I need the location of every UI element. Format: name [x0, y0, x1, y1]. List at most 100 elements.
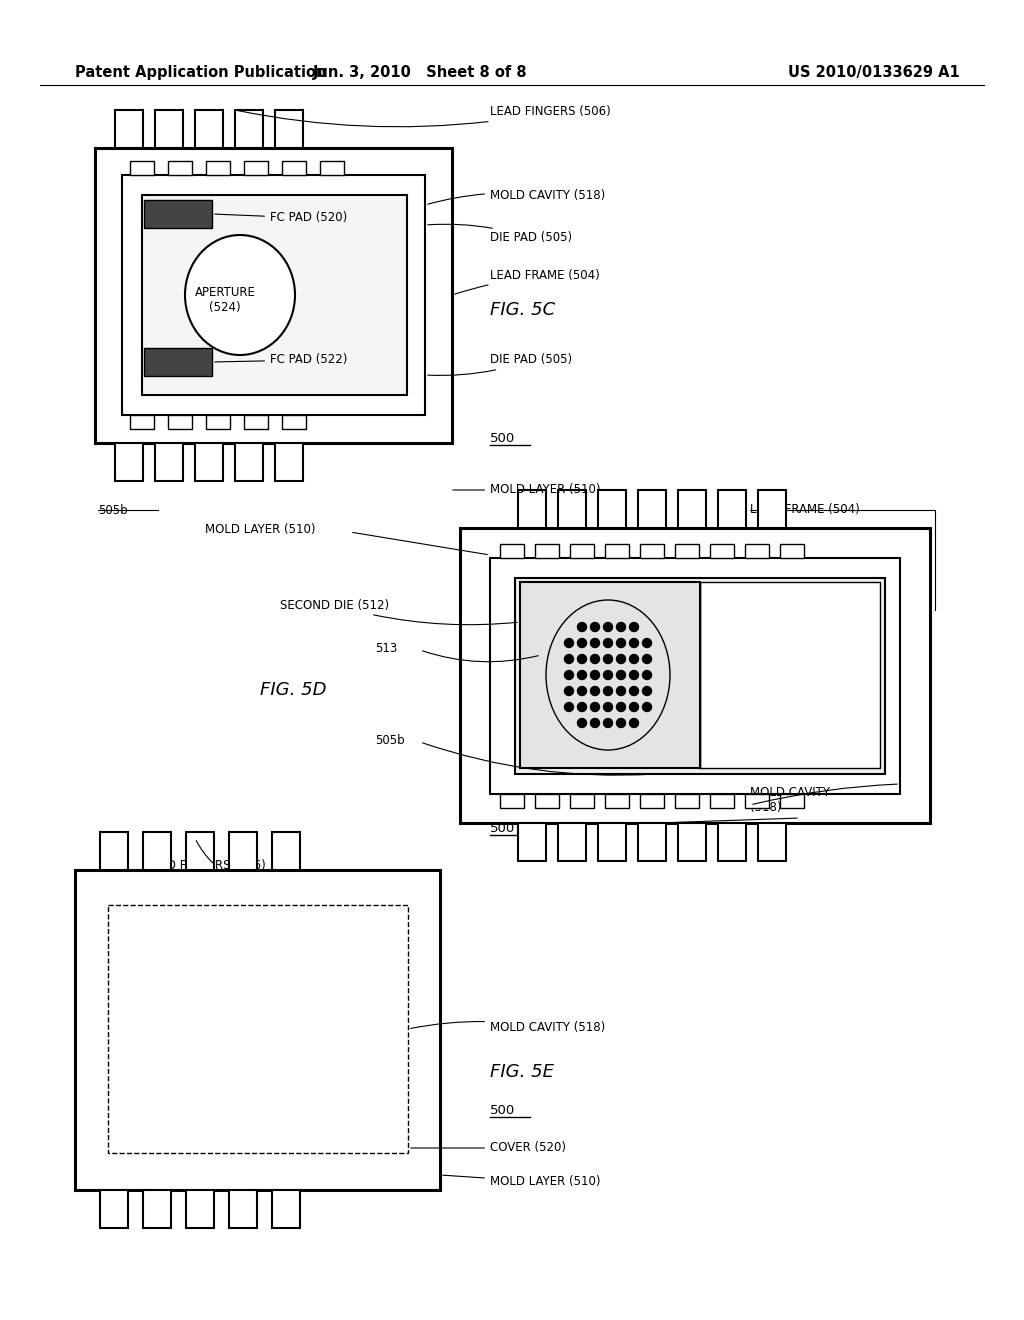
Circle shape	[564, 671, 573, 680]
Bar	[272, 1191, 300, 1228]
Bar	[518, 822, 546, 861]
Circle shape	[603, 686, 612, 696]
Circle shape	[603, 639, 612, 648]
Circle shape	[630, 671, 639, 680]
Circle shape	[591, 655, 599, 664]
Bar	[206, 161, 230, 176]
Bar	[229, 1191, 257, 1228]
Text: LEAD
FINGERS (506): LEAD FINGERS (506)	[750, 741, 836, 770]
Circle shape	[603, 623, 612, 631]
Text: 505b: 505b	[375, 734, 404, 747]
Bar	[115, 110, 143, 148]
Circle shape	[591, 671, 599, 680]
Bar	[780, 544, 804, 558]
Text: DIE PAD (505): DIE PAD (505)	[428, 224, 572, 244]
Bar	[143, 1191, 171, 1228]
Circle shape	[630, 655, 639, 664]
Text: SECOND DIE (512): SECOND DIE (512)	[280, 598, 517, 624]
Text: 500: 500	[490, 432, 515, 445]
Text: FC PAD (520): FC PAD (520)	[215, 211, 347, 224]
Circle shape	[642, 655, 651, 664]
Circle shape	[578, 655, 587, 664]
Circle shape	[591, 702, 599, 711]
Text: MOLD CAVITY (518): MOLD CAVITY (518)	[428, 189, 605, 205]
Bar	[319, 161, 344, 176]
Bar	[155, 444, 183, 480]
Bar	[605, 795, 629, 808]
Text: APERTURE
(524): APERTURE (524)	[195, 286, 255, 314]
Bar	[460, 528, 930, 822]
Bar	[745, 795, 769, 808]
Text: MOLD LAYER (510): MOLD LAYER (510)	[205, 524, 315, 536]
Bar	[675, 544, 699, 558]
Bar	[144, 201, 212, 228]
Bar	[95, 148, 452, 444]
Text: DIE PAD (505): DIE PAD (505)	[428, 354, 572, 375]
Bar	[558, 490, 586, 528]
Circle shape	[578, 623, 587, 631]
Bar	[598, 822, 626, 861]
Bar	[535, 544, 559, 558]
Bar	[144, 348, 212, 376]
Bar	[640, 544, 664, 558]
Bar	[234, 444, 263, 480]
Circle shape	[578, 671, 587, 680]
Bar	[640, 795, 664, 808]
Text: 500: 500	[490, 821, 515, 834]
Circle shape	[603, 702, 612, 711]
Bar	[130, 414, 154, 429]
Text: LEAD FINGERS (506): LEAD FINGERS (506)	[238, 106, 610, 127]
Text: MOLD CAVITY
(518): MOLD CAVITY (518)	[750, 785, 830, 814]
Circle shape	[564, 686, 573, 696]
Circle shape	[630, 702, 639, 711]
Bar	[500, 544, 524, 558]
Text: LEAD FINGERS (506): LEAD FINGERS (506)	[145, 859, 266, 873]
Circle shape	[616, 639, 626, 648]
Circle shape	[591, 623, 599, 631]
Bar	[186, 1191, 214, 1228]
Bar	[638, 490, 666, 528]
Bar	[275, 110, 303, 148]
Circle shape	[591, 718, 599, 727]
Bar	[518, 490, 546, 528]
Text: MOLD CAVITY (518): MOLD CAVITY (518)	[411, 1022, 605, 1035]
Bar	[558, 822, 586, 861]
Bar	[780, 795, 804, 808]
Bar	[490, 558, 900, 795]
Text: US 2010/0133629 A1: US 2010/0133629 A1	[788, 65, 961, 79]
Text: COVER (520): COVER (520)	[411, 1142, 566, 1155]
Bar	[143, 832, 171, 870]
Circle shape	[616, 686, 626, 696]
Circle shape	[642, 702, 651, 711]
Bar	[638, 822, 666, 861]
Bar	[244, 161, 268, 176]
Text: MOLD LAYER (510): MOLD LAYER (510)	[442, 1175, 600, 1188]
Bar	[700, 582, 880, 768]
Bar	[108, 906, 408, 1152]
Bar	[130, 161, 154, 176]
Bar	[675, 795, 699, 808]
Bar	[598, 490, 626, 528]
Circle shape	[616, 702, 626, 711]
Circle shape	[616, 718, 626, 727]
Circle shape	[642, 639, 651, 648]
Bar	[718, 490, 746, 528]
Bar	[605, 544, 629, 558]
Bar	[275, 444, 303, 480]
Bar	[244, 414, 268, 429]
Bar	[282, 414, 306, 429]
Bar	[710, 544, 734, 558]
Circle shape	[603, 671, 612, 680]
Bar	[100, 832, 128, 870]
Bar	[758, 490, 786, 528]
Bar	[195, 110, 223, 148]
Circle shape	[630, 639, 639, 648]
Text: LEAD FRAME (504): LEAD FRAME (504)	[750, 503, 860, 516]
Bar	[115, 444, 143, 480]
Text: 513: 513	[375, 642, 397, 655]
Ellipse shape	[185, 235, 295, 355]
Bar	[520, 582, 700, 768]
Bar	[570, 544, 594, 558]
Circle shape	[642, 686, 651, 696]
Circle shape	[591, 686, 599, 696]
